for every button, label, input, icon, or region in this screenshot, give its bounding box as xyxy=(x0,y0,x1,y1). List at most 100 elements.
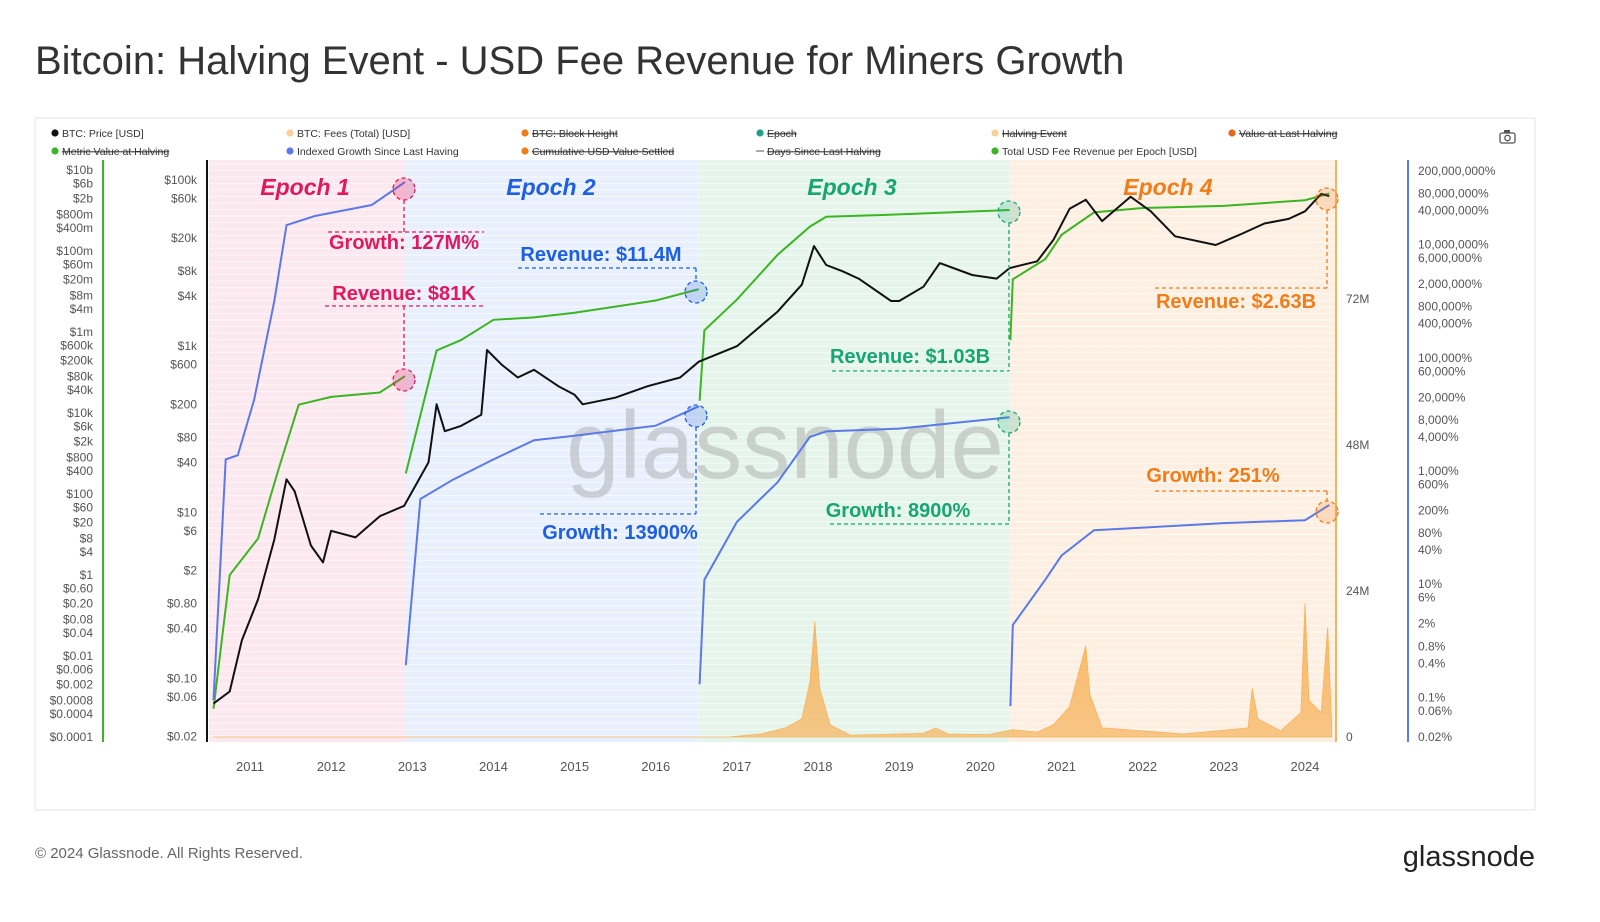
growth-axis-tick: 2% xyxy=(1418,617,1436,631)
legend-item[interactable]: BTC: Fees (Total) [USD] xyxy=(286,128,410,140)
camera-icon[interactable] xyxy=(1499,130,1516,144)
epoch-3-label: Epoch 3 xyxy=(807,174,897,200)
growth-axis-tick: 8,000% xyxy=(1418,413,1459,427)
growth-axis-tick: 2,000,000% xyxy=(1418,277,1482,291)
epoch-3-revenue-label: Revenue: $1.03B xyxy=(830,346,990,368)
revenue-axis-tick: $800m xyxy=(56,207,93,221)
x-axis-tick: 2014 xyxy=(479,759,508,774)
legend-label: Cumulative USD Value Settled xyxy=(532,146,674,158)
growth-axis-tick: 1,000% xyxy=(1418,464,1459,478)
growth-axis-tick: 80,000,000% xyxy=(1418,187,1489,201)
growth-axis-tick: 0.4% xyxy=(1418,656,1446,670)
watermark: glassnode xyxy=(566,392,1004,499)
line-series xyxy=(212,181,1330,709)
legend-item[interactable]: Value at Last Halving xyxy=(1228,128,1338,140)
revenue-axis-tick: $400m xyxy=(56,221,93,235)
x-axis-tick: 2018 xyxy=(804,759,833,774)
revenue-axis-tick: $0.60 xyxy=(63,582,93,596)
legend-item[interactable]: Days Since Last Halving xyxy=(756,146,881,158)
legend-marker-dot xyxy=(991,147,999,155)
growth-line-epoch-4 xyxy=(1009,504,1330,707)
legend-marker-dot xyxy=(991,129,999,137)
legend[interactable]: BTC: Price [USD] BTC: Fees (Total) [USD] B… xyxy=(51,128,1338,158)
legend-marker-dot xyxy=(51,129,59,137)
legend-label: BTC: Fees (Total) [USD] xyxy=(297,128,410,140)
legend-marker-dot xyxy=(286,147,294,155)
fees-axis-tick: 0 xyxy=(1346,730,1353,744)
revenue-axis-tick: $8 xyxy=(80,531,94,545)
x-axis-tick: 2021 xyxy=(1047,759,1076,774)
revenue-line-epoch-1 xyxy=(212,375,406,709)
legend-item[interactable]: BTC: Block Height xyxy=(521,128,618,140)
copyright: © 2024 Glassnode. All Rights Reserved. xyxy=(35,845,303,862)
revenue-line-epoch-3 xyxy=(698,209,1010,401)
legend-marker-dot xyxy=(521,147,529,155)
revenue-axis-tick: $0.08 xyxy=(63,612,93,626)
epoch-band-4 xyxy=(1009,160,1336,742)
epoch-4-revenue-label: Revenue: $2.63B xyxy=(1156,291,1316,313)
legend-item[interactable]: Cumulative USD Value Settled xyxy=(521,146,674,158)
revenue-axis-tick: $1m xyxy=(70,325,93,339)
legend-marker-dot xyxy=(521,129,529,137)
legend-label: Epoch xyxy=(767,128,797,140)
x-axis-tick: 2020 xyxy=(966,759,995,774)
growth-axis-tick: 200% xyxy=(1418,504,1449,518)
legend-label: Halving Event xyxy=(1002,128,1067,140)
legend-item[interactable]: Halving Event xyxy=(991,128,1067,140)
price-axis-tick: $40 xyxy=(177,455,197,469)
legend-item[interactable]: Epoch xyxy=(756,128,797,140)
growth-axis-tick: 40% xyxy=(1418,543,1442,557)
legend-marker-dot xyxy=(286,129,294,137)
growth-axis-tick: 400,000% xyxy=(1418,317,1472,331)
legend-item[interactable]: BTC: Price [USD] xyxy=(51,128,144,140)
growth-line-epoch-2 xyxy=(404,405,700,666)
growth-axis-tick: 0.02% xyxy=(1418,730,1452,744)
price-axis-tick: $0.40 xyxy=(167,622,197,636)
price-axis-tick: $60k xyxy=(171,191,198,205)
epoch-4-growth-label: Growth: 251% xyxy=(1146,465,1280,487)
epoch-1-growth-label: Growth: 127M% xyxy=(329,232,479,254)
growth-line-epoch-1 xyxy=(212,181,406,701)
price-axis-tick: $600 xyxy=(170,358,197,372)
revenue-line-epoch-4 xyxy=(1009,192,1330,341)
halving-marker xyxy=(392,177,416,201)
revenue-axis-tick: $0.0004 xyxy=(50,707,94,721)
growth-axis-tick: 100,000% xyxy=(1418,351,1472,365)
revenue-line-epoch-2 xyxy=(404,288,700,474)
growth-axis-tick: 4,000% xyxy=(1418,430,1459,444)
price-axis-tick: $1k xyxy=(178,339,198,353)
epoch-1-label: Epoch 1 xyxy=(260,174,349,200)
legend-label: Value at Last Halving xyxy=(1239,128,1338,140)
revenue-axis-tick: $400 xyxy=(66,464,93,478)
glassnode-logo: glassnode xyxy=(1403,841,1535,873)
legend-label: Total USD Fee Revenue per Epoch [USD] xyxy=(1002,146,1197,158)
legend-item[interactable]: Indexed Growth Since Last Having xyxy=(286,146,459,158)
halving-marker xyxy=(1315,500,1339,524)
epoch-3-growth-label: Growth: 8900% xyxy=(826,500,971,522)
price-axis-tick: $20k xyxy=(171,231,198,245)
x-axis-tick: 2024 xyxy=(1290,759,1319,774)
growth-axis-tick: 600% xyxy=(1418,478,1449,492)
price-axis-tick: $0.80 xyxy=(167,597,197,611)
growth-axis-tick: 0.1% xyxy=(1418,690,1446,704)
revenue-axis-tick: $0.04 xyxy=(63,626,93,640)
x-axis-tick: 2017 xyxy=(722,759,751,774)
revenue-axis-tick: $800 xyxy=(66,450,93,464)
revenue-axis-tick: $0.0008 xyxy=(50,693,94,707)
halving-marker xyxy=(684,404,708,428)
legend-item[interactable]: Metric Value at Halving xyxy=(51,146,169,158)
price-axis-tick: $0.06 xyxy=(167,690,197,704)
legend-item[interactable]: Total USD Fee Revenue per Epoch [USD] xyxy=(991,146,1197,158)
growth-axis-tick: 6,000,000% xyxy=(1418,251,1482,265)
revenue-axis-tick: $0.006 xyxy=(56,663,93,677)
legend-label: Metric Value at Halving xyxy=(62,146,169,158)
growth-axis-tick: 20,000% xyxy=(1418,390,1466,404)
growth-axis-tick: 0.8% xyxy=(1418,639,1446,653)
x-axis-tick: 2012 xyxy=(317,759,346,774)
halving-marker xyxy=(1315,187,1339,211)
revenue-axis-tick: $0.20 xyxy=(63,596,93,610)
legend-label: BTC: Price [USD] xyxy=(62,128,144,140)
revenue-axis-tick: $600k xyxy=(60,339,94,353)
epoch-2-growth-label: Growth: 13900% xyxy=(542,522,698,544)
revenue-axis-tick: $6b xyxy=(73,177,93,191)
